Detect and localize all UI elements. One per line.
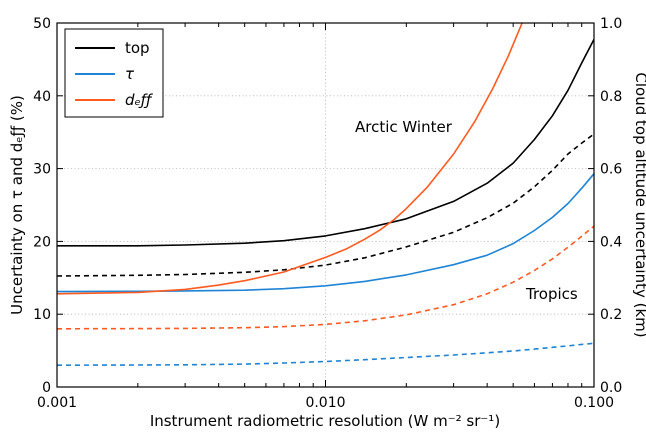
series-line-4 (57, 23, 523, 295)
tick-labels: 0.001 0.010 0.100 0 10 20 30 40 50 0.0 0.2 0.4 0.6 0.… (33, 16, 622, 411)
y-left-tick-label: 0 (42, 380, 51, 396)
series-line-5 (57, 225, 594, 330)
y-left-tick-label: 10 (33, 307, 51, 323)
series-line-0 (57, 39, 594, 247)
y-left-tick-label: 20 (33, 234, 51, 250)
series-line-2 (57, 173, 594, 293)
annotation-arctic-winter: Arctic Winter (355, 118, 453, 136)
y-right-tick-label: 0.0 (600, 380, 622, 396)
y-right-tick-label: 1.0 (600, 16, 622, 32)
x-axis-title: Instrument radiometric resolution (W m⁻²… (150, 412, 500, 430)
y-left-tick-label: 40 (33, 89, 51, 105)
y-right-tick-label: 0.8 (600, 89, 622, 105)
annotation-tropics: Tropics (525, 285, 578, 303)
y-right-tick-label: 0.6 (600, 162, 622, 178)
ticks (56, 22, 595, 388)
y-right-tick-label: 0.4 (600, 234, 622, 250)
series-line-3 (57, 342, 594, 367)
series-layer (57, 23, 594, 367)
y-axis-left-title: Uncertainty on τ and dₑƒƒ (%) (8, 95, 26, 315)
legend-label-top: top (125, 39, 150, 57)
grid (57, 23, 594, 387)
y-right-tick-label: 0.2 (600, 307, 622, 323)
legend-label-tau: τ (125, 65, 135, 83)
series-line-1 (57, 133, 594, 277)
y-left-tick-label: 30 (33, 162, 51, 178)
y-left-tick-label: 50 (33, 16, 51, 32)
x-tick-label: 0.100 (574, 395, 614, 411)
y-axis-right-title: Cloud top altitude uncertainty (km) (632, 72, 646, 337)
legend-label-deff: dₑƒƒ (125, 91, 153, 109)
legend: top τ dₑƒƒ (64, 28, 164, 118)
x-tick-label: 0.001 (37, 395, 77, 411)
x-tick-label: 0.010 (305, 395, 345, 411)
